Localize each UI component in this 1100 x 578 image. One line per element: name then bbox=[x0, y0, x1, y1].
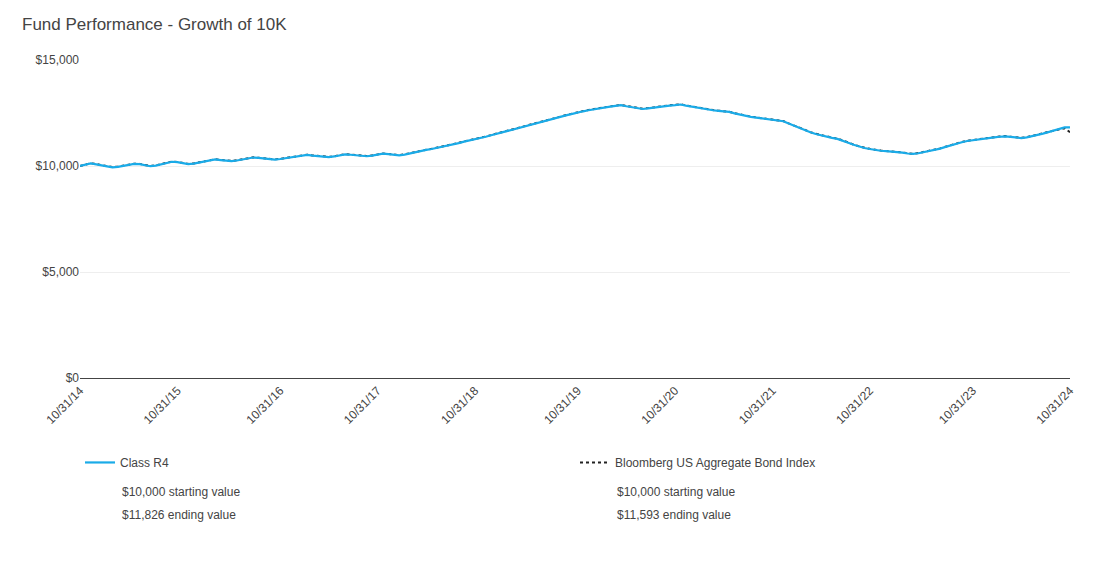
svg-text:10/31/14: 10/31/14 bbox=[43, 384, 86, 427]
svg-text:$0: $0 bbox=[66, 371, 80, 385]
svg-text:$15,000: $15,000 bbox=[36, 53, 80, 67]
svg-text:10/31/20: 10/31/20 bbox=[639, 384, 682, 427]
svg-text:$5,000: $5,000 bbox=[42, 265, 79, 279]
svg-text:$11,593 ending value: $11,593 ending value bbox=[617, 508, 731, 522]
svg-text:10/31/22: 10/31/22 bbox=[833, 384, 876, 427]
svg-text:10/31/24: 10/31/24 bbox=[1033, 384, 1076, 427]
svg-text:10/31/21: 10/31/21 bbox=[736, 384, 779, 427]
svg-text:10/31/19: 10/31/19 bbox=[541, 384, 584, 427]
svg-text:10/31/23: 10/31/23 bbox=[936, 384, 979, 427]
svg-text:$10,000 starting value: $10,000 starting value bbox=[122, 485, 240, 499]
svg-text:Bloomberg US Aggregate Bond In: Bloomberg US Aggregate Bond Index bbox=[615, 456, 815, 470]
svg-text:10/31/17: 10/31/17 bbox=[341, 384, 384, 427]
svg-text:10/31/15: 10/31/15 bbox=[141, 384, 184, 427]
svg-text:Class R4: Class R4 bbox=[120, 456, 169, 470]
svg-text:10/31/16: 10/31/16 bbox=[244, 384, 287, 427]
svg-text:$10,000 starting value: $10,000 starting value bbox=[617, 485, 735, 499]
svg-text:Fund Performance - Growth of 1: Fund Performance - Growth of 10K bbox=[22, 15, 287, 34]
svg-text:$11,826 ending value: $11,826 ending value bbox=[122, 508, 236, 522]
svg-text:10/31/18: 10/31/18 bbox=[438, 384, 481, 427]
svg-text:$10,000: $10,000 bbox=[36, 159, 80, 173]
